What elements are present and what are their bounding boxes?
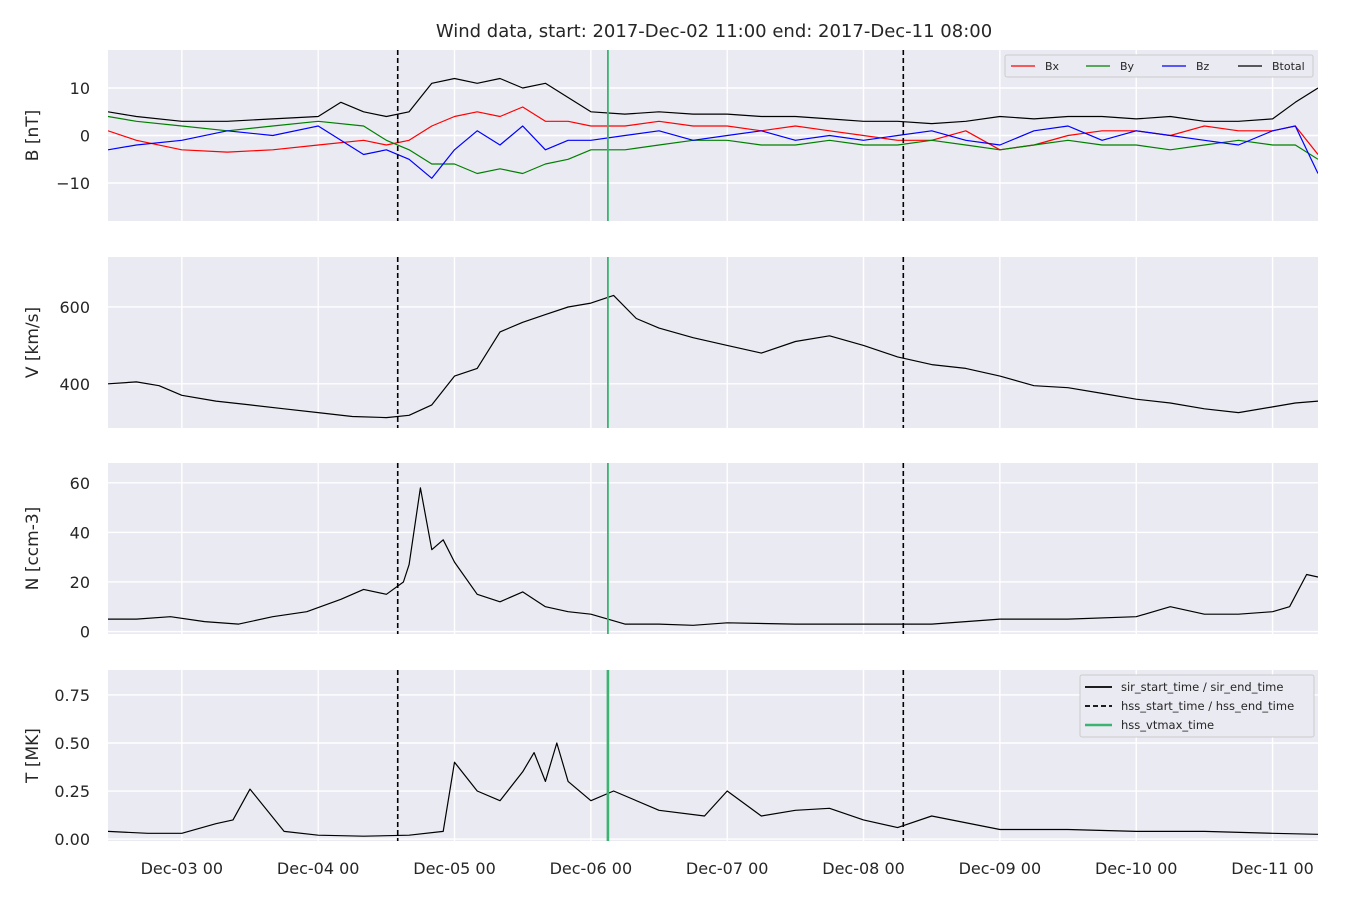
legend-label: hss_start_time / hss_end_time — [1121, 699, 1294, 713]
y-axis-label: B [nT] — [23, 110, 43, 162]
legend-box — [1004, 54, 1314, 78]
x-tick-label: Dec-08 00 — [822, 859, 905, 878]
panel-background — [108, 463, 1318, 634]
panel-1: −10 0 10 B [nT] — [23, 50, 1318, 221]
legend-label: Btotal — [1272, 60, 1305, 73]
panels-group: −10 0 10 B [nT] 400 600 V [km/s] 0 20 40 60 N [ccm-… — [23, 50, 1318, 849]
x-tick-label: Dec-10 00 — [1095, 859, 1178, 878]
legend-box — [1079, 674, 1315, 738]
x-tick-label: Dec-07 00 — [686, 859, 769, 878]
legend-label: sir_start_time / sir_end_time — [1121, 680, 1283, 694]
x-tick-label: Dec-04 00 — [277, 859, 360, 878]
y-tick-label: 20 — [70, 573, 90, 592]
y-tick-label: 0.25 — [54, 782, 90, 801]
legend-label: hss_vtmax_time — [1121, 718, 1214, 732]
y-tick-label: 0 — [80, 127, 90, 146]
panel-2: 400 600 V [km/s] — [23, 257, 1318, 428]
series-line-v — [108, 294, 1318, 419]
y-axis-label: N [ccm-3] — [23, 507, 43, 591]
y-tick-label: 0.00 — [54, 830, 90, 849]
x-tick-label: Dec-09 00 — [959, 859, 1042, 878]
y-tick-label: −10 — [56, 174, 90, 193]
data-area — [108, 77, 1318, 179]
y-tick-label: 0.50 — [54, 734, 90, 753]
legend-label: Bx — [1045, 60, 1060, 73]
series-line-bx — [108, 106, 1318, 155]
legend-events: sir_start_time / sir_end_time hss_start_t… — [1079, 674, 1315, 738]
y-tick-label: 400 — [59, 375, 90, 394]
data-area — [108, 487, 1318, 626]
y-axis-label: V [km/s] — [23, 307, 43, 378]
legend-b: Bx By Bz Btotal — [1004, 54, 1314, 78]
legend-label: Bz — [1196, 60, 1210, 73]
y-tick-label: 60 — [70, 474, 90, 493]
chart-title: Wind data, start: 2017-Dec-02 11:00 end:… — [436, 21, 992, 42]
x-tick-label: Dec-03 00 — [141, 859, 224, 878]
x-tick-label: Dec-05 00 — [413, 859, 496, 878]
series-line-n — [108, 487, 1318, 626]
y-tick-label: 0 — [80, 623, 90, 642]
x-tick-label: Dec-11 00 — [1231, 859, 1314, 878]
series-line-bz — [108, 125, 1318, 179]
y-axis-label: T [MK] — [23, 728, 43, 784]
y-tick-label: 10 — [70, 79, 90, 98]
panel-3: 0 20 40 60 N [ccm-3] — [23, 463, 1318, 642]
series-line-btotal — [108, 77, 1318, 125]
y-tick-label: 0.75 — [54, 686, 90, 705]
data-area — [108, 742, 1318, 837]
series-line-t — [108, 742, 1318, 837]
y-tick-label: 40 — [70, 523, 90, 542]
x-tick-labels: Dec-03 00 Dec-04 00 Dec-05 00 Dec-06 00 Dec-… — [141, 859, 1314, 878]
legend-label: By — [1120, 60, 1135, 73]
y-tick-label: 600 — [59, 298, 90, 317]
x-tick-label: Dec-06 00 — [550, 859, 633, 878]
data-area — [108, 294, 1318, 419]
